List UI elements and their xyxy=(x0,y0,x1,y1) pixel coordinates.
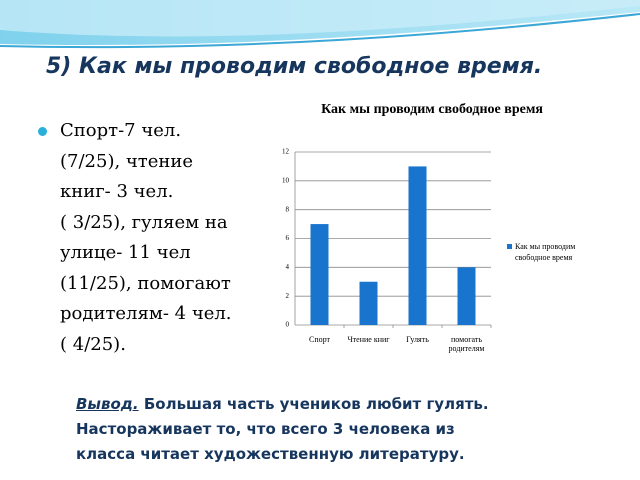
bullet-line: ( 3/25), гуляем на xyxy=(60,211,228,233)
y-tick-label: 4 xyxy=(286,263,290,271)
chart-title: Как мы проводим свободное время xyxy=(321,102,543,117)
legend-label: Как мы проводим свободное время xyxy=(515,242,576,262)
bar xyxy=(310,224,329,325)
conclusion: Вывод. Большая часть учеников любит гуля… xyxy=(76,392,489,467)
y-tick-label: 8 xyxy=(286,205,290,213)
conclusion-line: Большая часть учеников любит гулять. xyxy=(143,395,489,413)
x-tick-label: Гулять xyxy=(406,335,429,344)
y-tick-label: 12 xyxy=(282,148,290,156)
bullet-line: (11/25), помогают xyxy=(60,272,231,294)
conclusion-label: Вывод. xyxy=(76,395,139,413)
legend-swatch xyxy=(507,244,512,249)
x-tick-label: помогать родителям xyxy=(448,335,485,353)
y-tick-label: 0 xyxy=(286,321,290,329)
bullet-text: Спорт-7 чел. (7/25), чтение книг- 3 чел. ( … xyxy=(38,116,232,360)
bullet-line: ( 4/25). xyxy=(60,333,126,355)
bullet-line: (7/25), чтение xyxy=(60,150,194,172)
conclusion-line: класса читает художественную литературу. xyxy=(76,445,465,463)
conclusion-line: Настораживает то, что всего 3 человека и… xyxy=(76,420,455,438)
bullet-line: улице- 11 чел xyxy=(60,242,191,263)
bullet-line: книг- 3 чел. xyxy=(60,181,174,202)
header-decoration xyxy=(0,0,640,49)
y-tick-label: 10 xyxy=(282,176,290,184)
x-tick-label: Чтение книг xyxy=(347,335,390,344)
bullet-line: Спорт-7 чел. xyxy=(60,120,182,141)
slide-title: 5) Как мы проводим свободное время. xyxy=(46,54,543,79)
bar xyxy=(408,166,427,325)
y-tick-label: 6 xyxy=(286,234,290,242)
x-tick-label: Спорт xyxy=(308,335,330,344)
bar xyxy=(359,281,378,325)
legend: Как мы проводим свободное время xyxy=(507,241,605,263)
y-tick-label: 2 xyxy=(286,292,290,300)
bullet-line: родителям- 4 чел. xyxy=(60,303,232,324)
bar xyxy=(457,267,476,325)
